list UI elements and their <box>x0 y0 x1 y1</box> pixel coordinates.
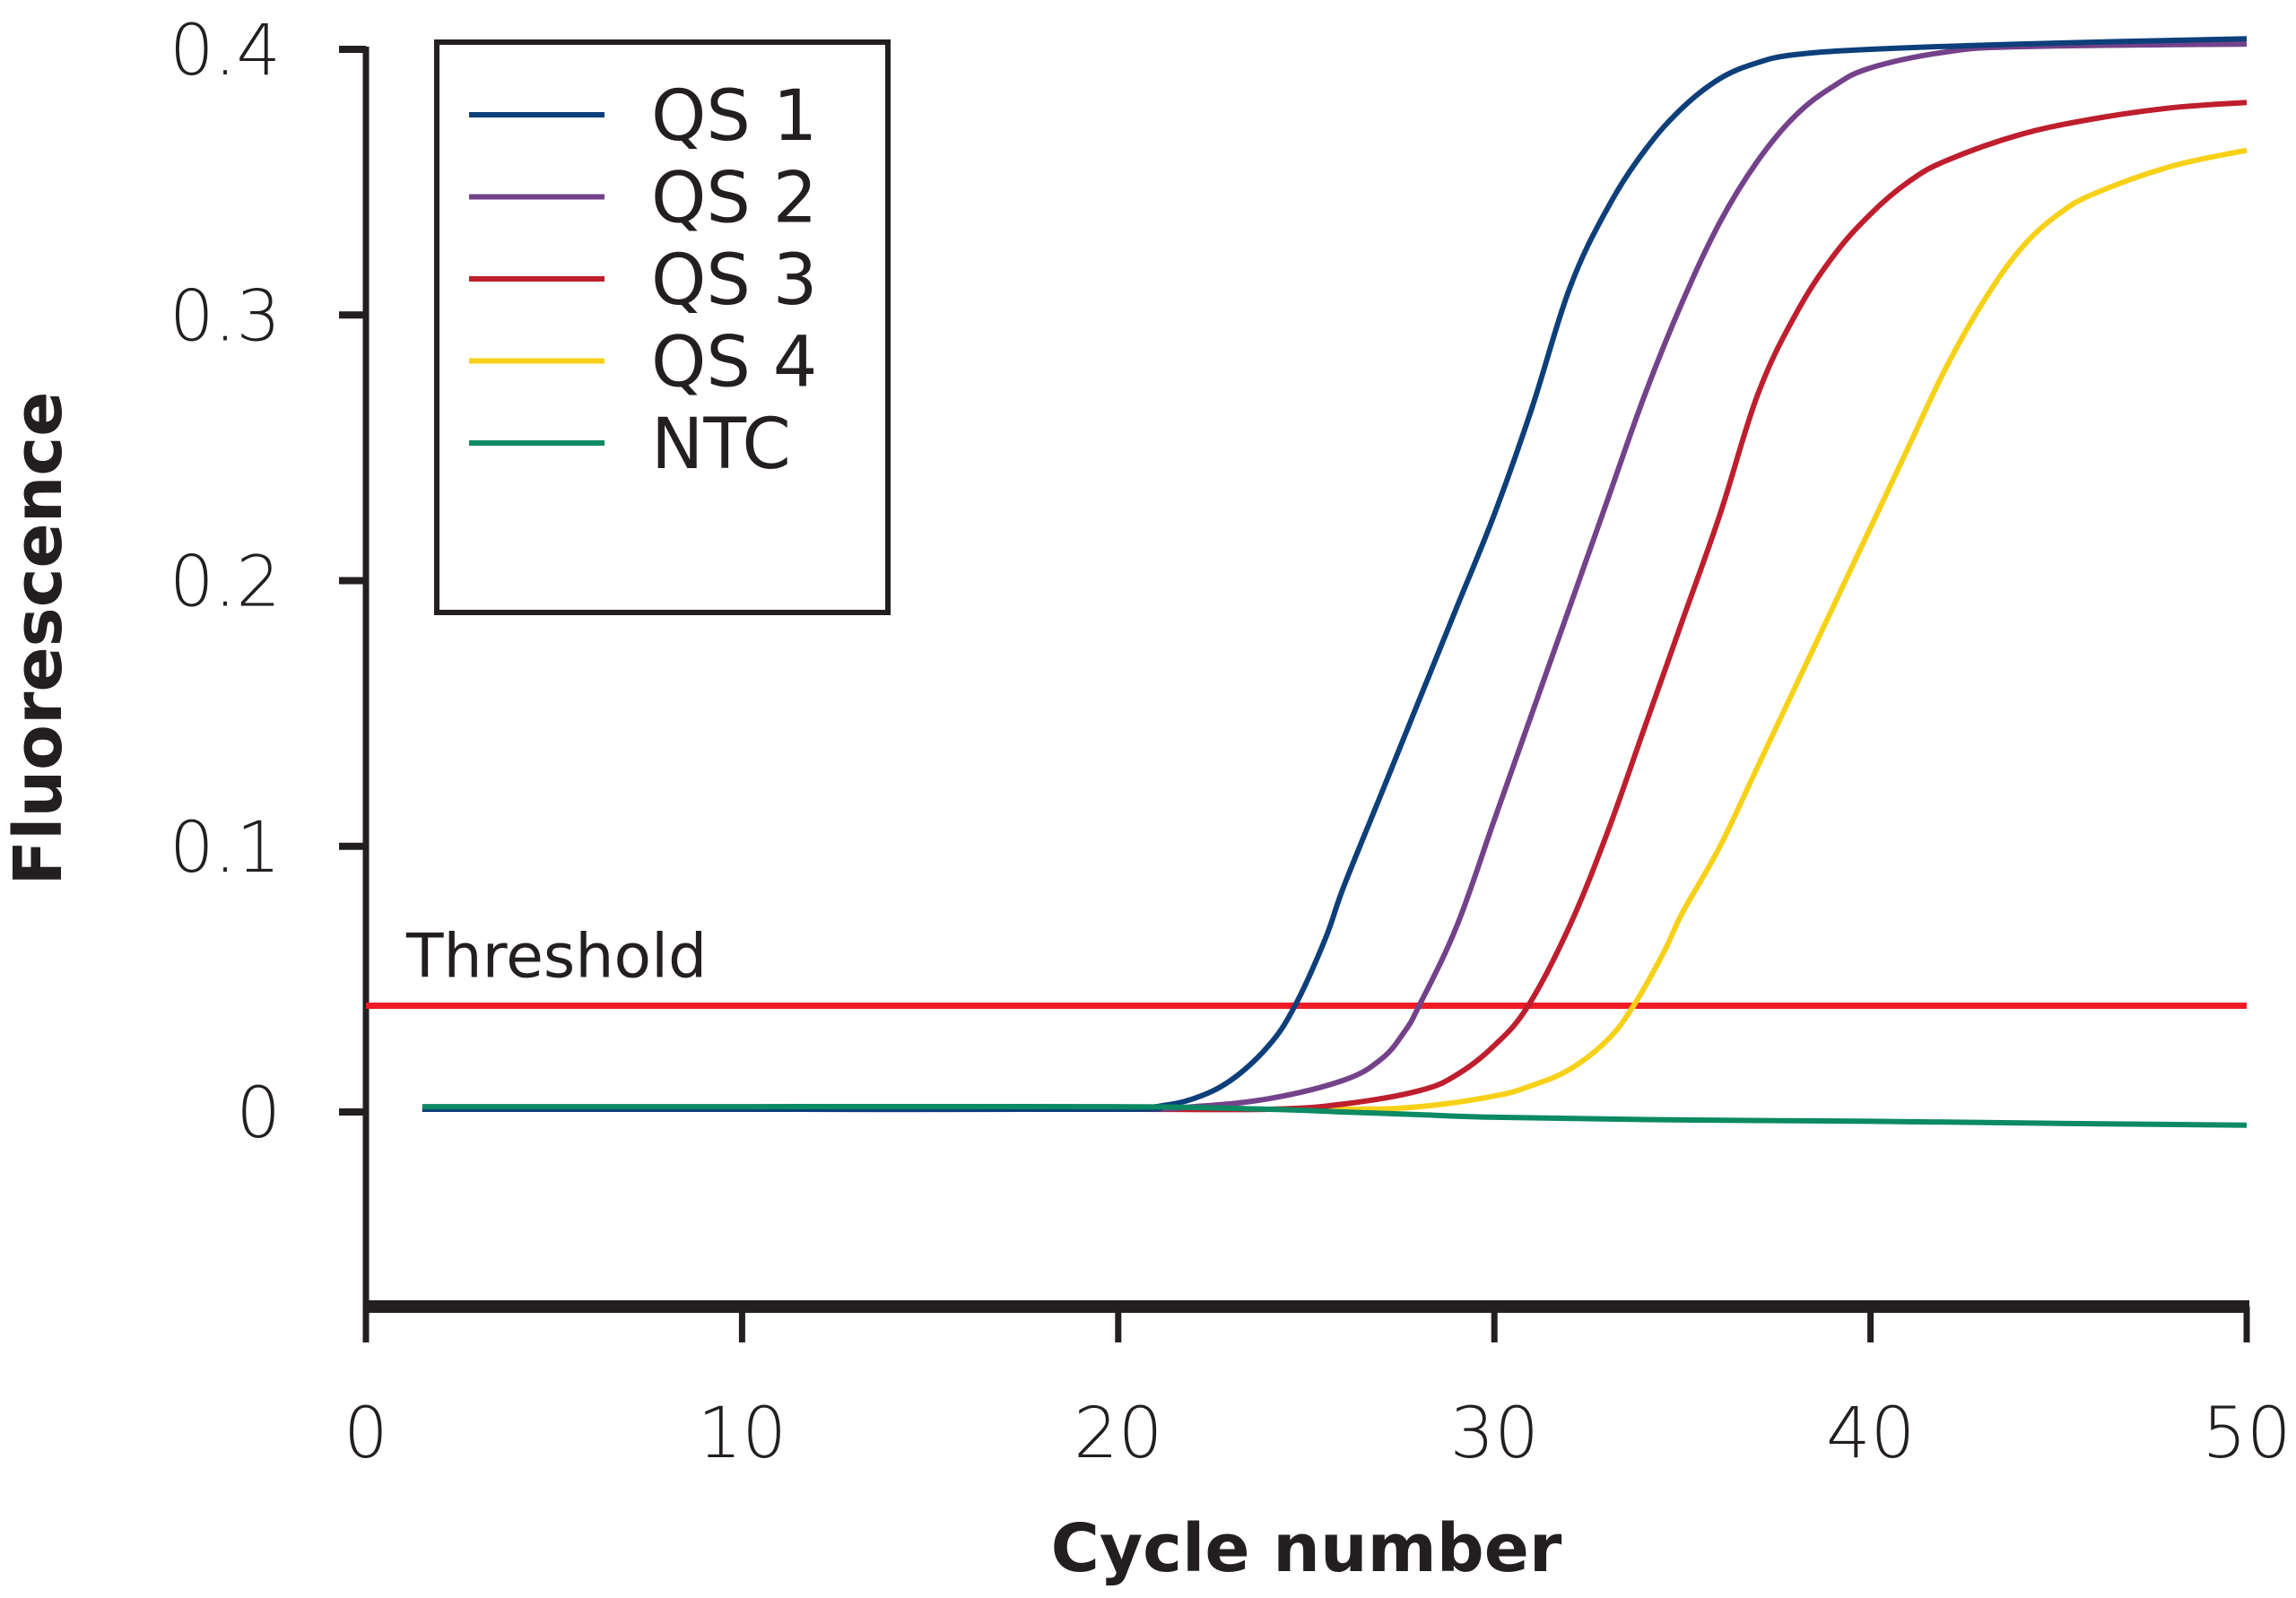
series-lines <box>422 36 2248 1128</box>
legend-item-qs-1: QS 1 <box>469 76 817 157</box>
x-tick-label: 10 <box>698 1394 787 1474</box>
legend-label: QS 1 <box>651 76 817 157</box>
x-tick-label: 50 <box>2202 1394 2291 1474</box>
legend-label: QS 2 <box>651 159 817 239</box>
x-tick-label: 30 <box>1450 1394 1539 1474</box>
legend-box <box>434 39 891 615</box>
legend-label: QS 4 <box>651 323 817 404</box>
x-tick-label: 20 <box>1074 1394 1162 1474</box>
legend-item-qs-2: QS 2 <box>469 159 817 239</box>
legend-item-ntc: NTC <box>469 404 791 485</box>
series-line-ntc <box>422 1103 2248 1128</box>
legend-label: QS 3 <box>651 240 817 321</box>
axes: 0 0.1 0.2 0.3 0.4 0 10 20 30 40 50 <box>170 11 2292 1474</box>
y-axis-title: Fluorescence <box>0 392 77 886</box>
y-tick-label: 0 <box>236 1073 281 1154</box>
y-axis-ticks: 0 0.1 0.2 0.3 0.4 <box>170 11 366 1154</box>
y-tick-label: 0.4 <box>170 11 281 91</box>
x-axis-title: Cycle number <box>1051 1510 1562 1587</box>
y-tick-label: 0.3 <box>170 276 281 357</box>
x-axis-ticks: 0 10 20 30 40 50 <box>344 1307 2292 1474</box>
x-tick-label: 0 <box>344 1394 388 1474</box>
threshold-label: Threshold <box>405 922 707 993</box>
legend-item-qs-4: QS 4 <box>469 323 817 404</box>
x-tick-label: 40 <box>1826 1394 1915 1474</box>
threshold: Threshold <box>366 922 2247 1009</box>
legend-label: NTC <box>651 404 791 485</box>
y-tick-label: 0.1 <box>170 808 281 889</box>
y-tick-label: 0.2 <box>170 543 281 623</box>
legend-item-qs-3: QS 3 <box>469 240 817 321</box>
